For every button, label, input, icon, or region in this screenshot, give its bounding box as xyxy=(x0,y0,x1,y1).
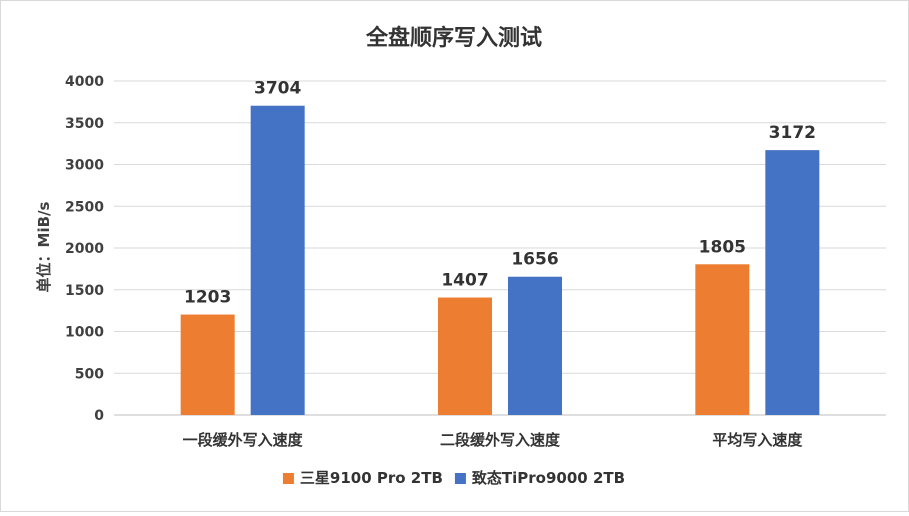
y-tick-label: 2000 xyxy=(65,241,104,257)
legend-label: 致态TiPro9000 2TB xyxy=(472,469,625,487)
bar xyxy=(765,150,820,415)
legend: 三星9100 Pro 2TB 致态TiPro9000 2TB xyxy=(282,469,625,487)
data-label: 1805 xyxy=(699,237,746,257)
bar xyxy=(250,105,305,415)
legend-label: 三星9100 Pro 2TB xyxy=(300,469,443,487)
data-label: 1407 xyxy=(441,271,488,291)
legend-swatch xyxy=(454,473,466,484)
y-tick-label: 3500 xyxy=(65,116,104,132)
y-tick-label: 500 xyxy=(75,366,104,382)
x-axis-categories: 一段缓外写入速度 二段缓外写入速度 平均写入速度 xyxy=(183,431,804,449)
x-category-label: 平均写入速度 xyxy=(712,431,803,449)
y-tick-label: 0 xyxy=(94,408,104,424)
data-label: 1656 xyxy=(511,250,558,270)
data-label: 1203 xyxy=(184,288,231,308)
y-tick-label: 4000 xyxy=(65,74,104,90)
data-label: 3704 xyxy=(254,79,301,99)
bars xyxy=(180,105,820,415)
legend-swatch xyxy=(282,473,294,484)
bar xyxy=(180,314,235,415)
legend-item: 三星9100 Pro 2TB xyxy=(282,469,443,487)
chart-title: 全盘顺序写入测试 xyxy=(365,25,542,51)
y-tick-label: 1000 xyxy=(65,325,104,341)
y-axis-label: 单位：MiB/s xyxy=(35,201,53,292)
y-tick-label: 1500 xyxy=(65,283,104,299)
data-labels: 1203 3704 1407 1656 1805 3172 xyxy=(184,79,816,308)
gridlines xyxy=(114,80,886,416)
x-category-label: 二段缓外写入速度 xyxy=(440,431,561,449)
y-tick-label: 2500 xyxy=(65,199,104,215)
y-tick-label: 3000 xyxy=(65,158,104,174)
x-category-label: 一段缓外写入速度 xyxy=(183,431,304,449)
legend-item: 致态TiPro9000 2TB xyxy=(454,469,625,487)
data-label: 3172 xyxy=(769,123,816,143)
bar xyxy=(695,264,750,415)
bar xyxy=(438,297,492,415)
y-axis-ticks: 0 500 1000 1500 2000 2500 3000 3500 4000 xyxy=(65,74,104,424)
bar xyxy=(508,276,562,415)
